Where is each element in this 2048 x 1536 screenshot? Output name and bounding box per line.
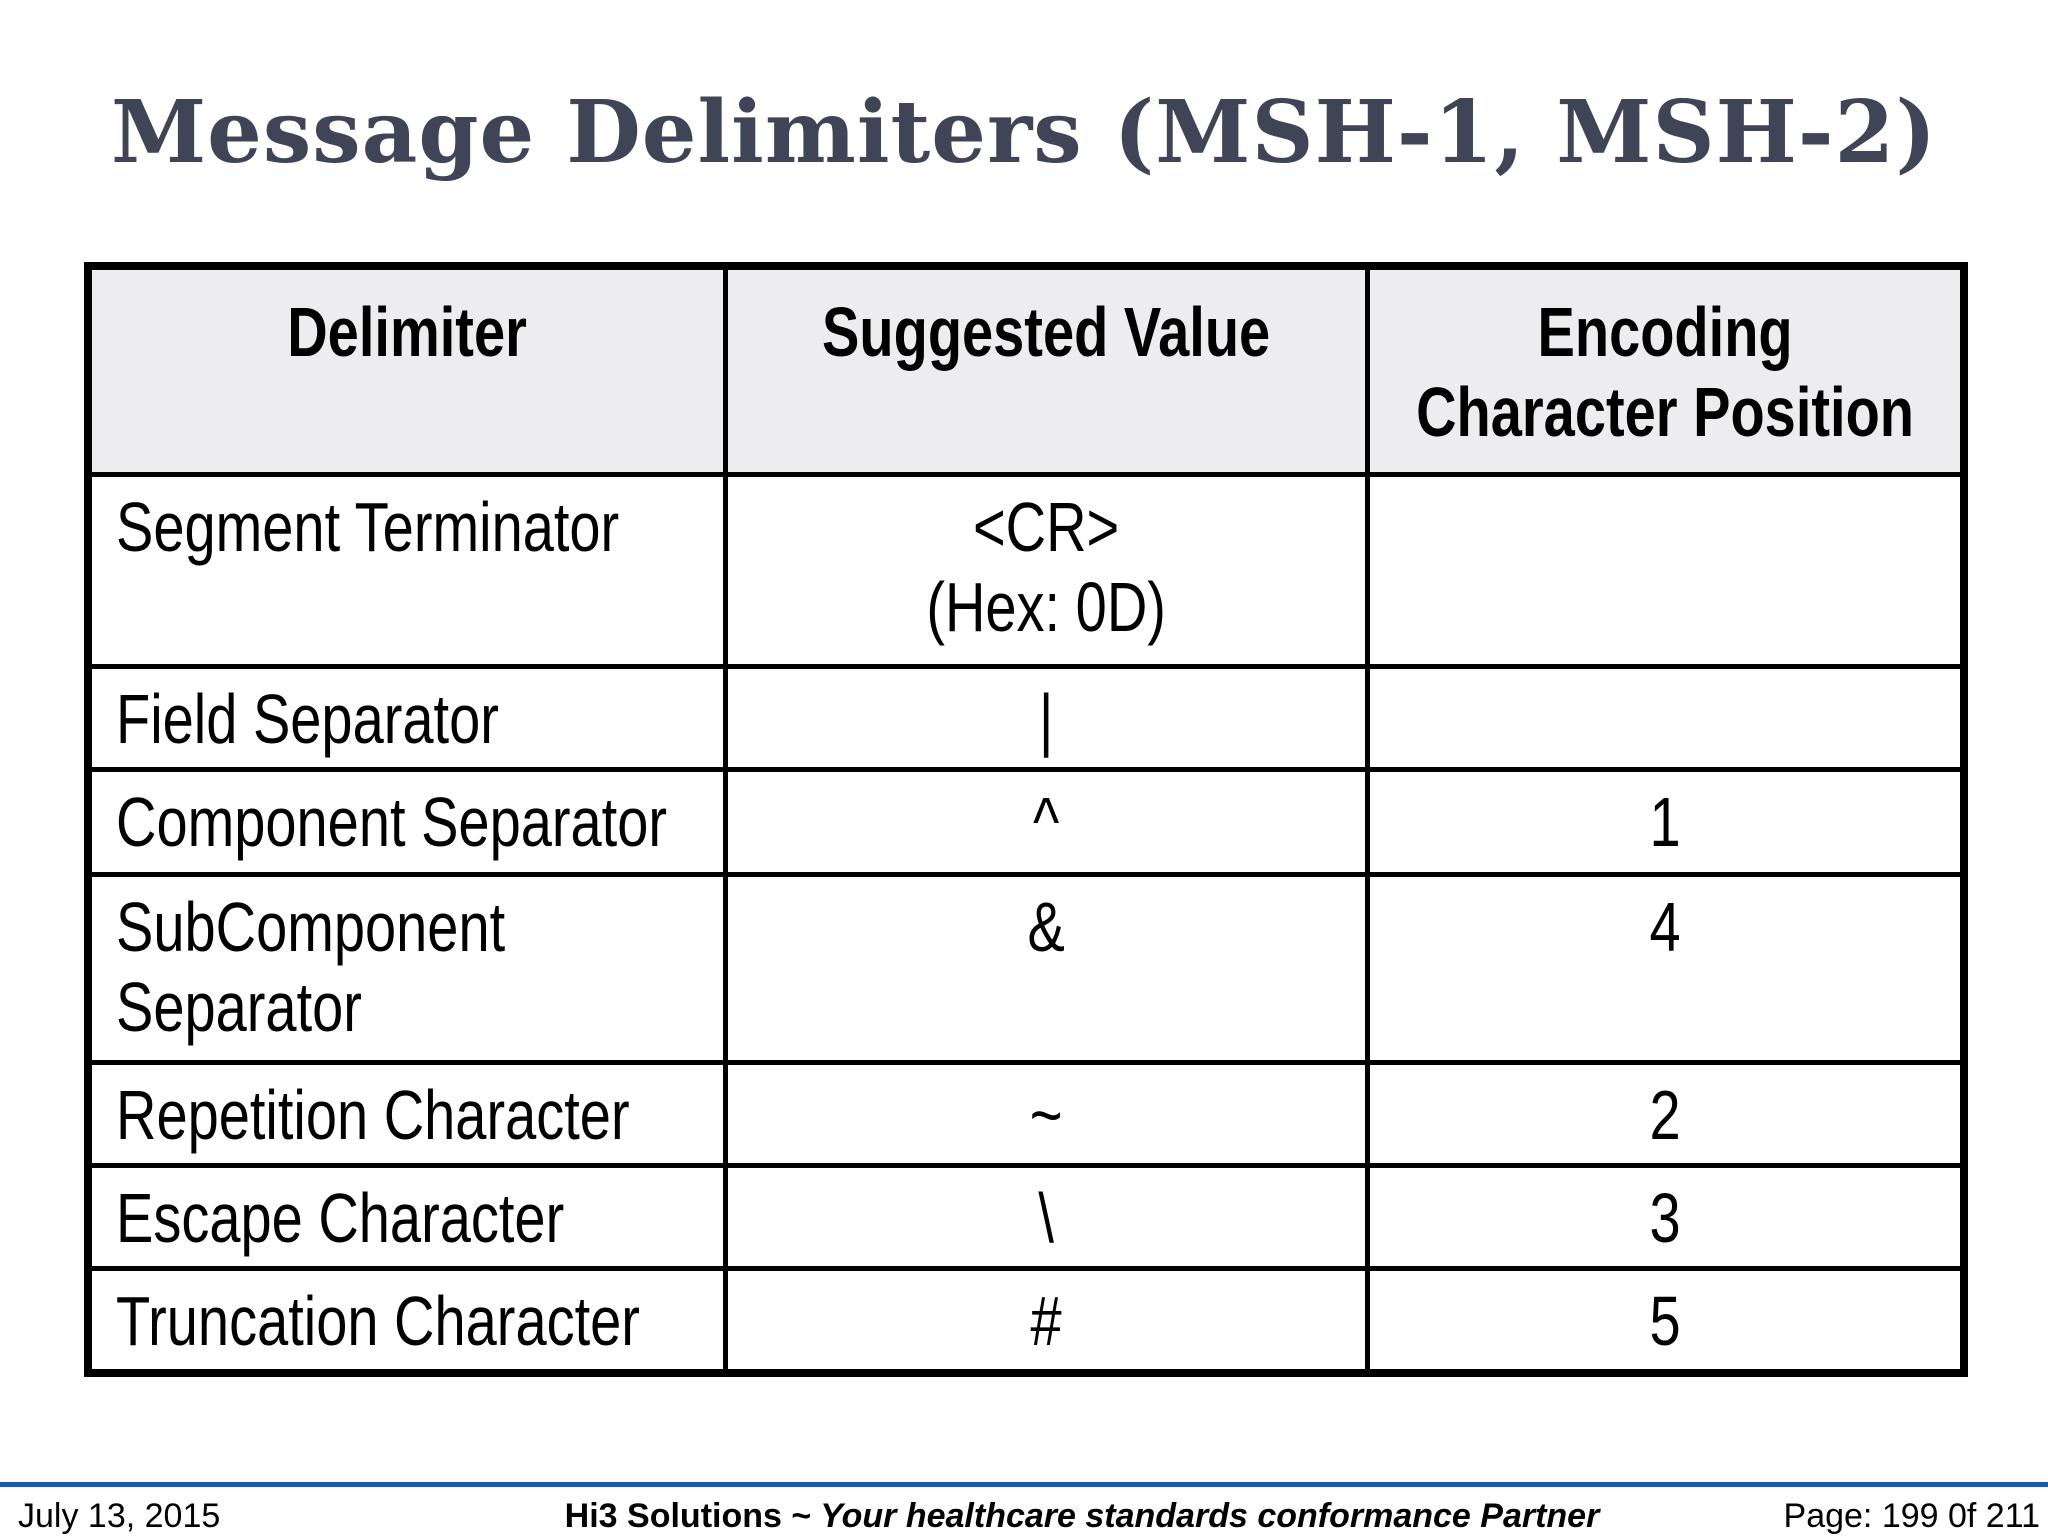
delimiters-table: Delimiter Suggested Value Encoding Chara…	[84, 262, 1968, 1377]
cell-encoding-position	[1364, 471, 1967, 669]
cell-suggested-value: #	[722, 1265, 1370, 1375]
table-row: SubComponent Separator & 4	[85, 871, 1967, 1065]
cell-suggested-value: <CR> (Hex: 0D)	[722, 471, 1370, 669]
cell-encoding-position: 2	[1364, 1059, 1967, 1168]
cell-delimiter: Component Separator	[85, 766, 728, 877]
cell-delimiter: Truncation Character	[85, 1265, 728, 1375]
footer-branding: Hi3 Solutions ~ Your healthcare standards…	[565, 1496, 1600, 1536]
cell-encoding-position: 3	[1364, 1162, 1967, 1271]
cell-suggested-value: ~	[722, 1059, 1370, 1168]
page-title: Message Delimiters (MSH-1, MSH-2)	[110, 82, 1938, 183]
cell-delimiter: Field Separator	[85, 663, 728, 772]
footer-company-name: Hi3 Solutions ~	[564, 1497, 812, 1535]
column-header-delimiter: Delimiter	[85, 263, 728, 477]
cell-suggested-value: |	[722, 663, 1370, 772]
column-header-suggested-value: Suggested Value	[722, 263, 1370, 477]
cell-suggested-value: &	[722, 871, 1370, 1065]
cell-encoding-position: 5	[1364, 1265, 1967, 1375]
cell-suggested-value: \	[722, 1162, 1370, 1271]
table-row: Truncation Character # 5	[85, 1265, 1967, 1375]
column-header-encoding-position: Encoding Character Position	[1364, 263, 1967, 477]
cell-delimiter: SubComponent Separator	[85, 871, 728, 1065]
cell-suggested-value: ^	[722, 766, 1370, 877]
table-row: Segment Terminator <CR> (Hex: 0D)	[85, 471, 1967, 669]
footer-date: July 13, 2015	[18, 1497, 221, 1535]
footer-divider-line	[0, 1482, 2048, 1487]
table-row: Field Separator |	[85, 663, 1967, 772]
footer-tagline: Your healthcare standards conformance Pa…	[820, 1497, 1600, 1535]
table-row: Escape Character \ 3	[85, 1162, 1967, 1271]
cell-encoding-position: 4	[1364, 871, 1967, 1065]
table-row: Repetition Character ~ 2	[85, 1059, 1967, 1168]
cell-delimiter: Escape Character	[85, 1162, 728, 1271]
cell-encoding-position	[1364, 663, 1967, 772]
cell-delimiter: Repetition Character	[85, 1059, 728, 1168]
table-header-row: Delimiter Suggested Value Encoding Chara…	[85, 263, 1967, 477]
footer-page-number: Page: 199 0f 211	[1783, 1497, 2040, 1535]
cell-encoding-position: 1	[1364, 766, 1967, 877]
cell-delimiter: Segment Terminator	[85, 471, 728, 669]
table-row: Component Separator ^ 1	[85, 766, 1967, 877]
